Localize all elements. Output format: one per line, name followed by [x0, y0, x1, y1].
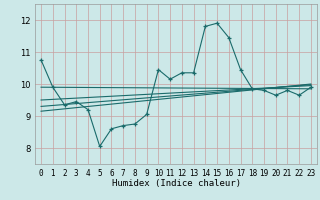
X-axis label: Humidex (Indice chaleur): Humidex (Indice chaleur) — [111, 179, 241, 188]
